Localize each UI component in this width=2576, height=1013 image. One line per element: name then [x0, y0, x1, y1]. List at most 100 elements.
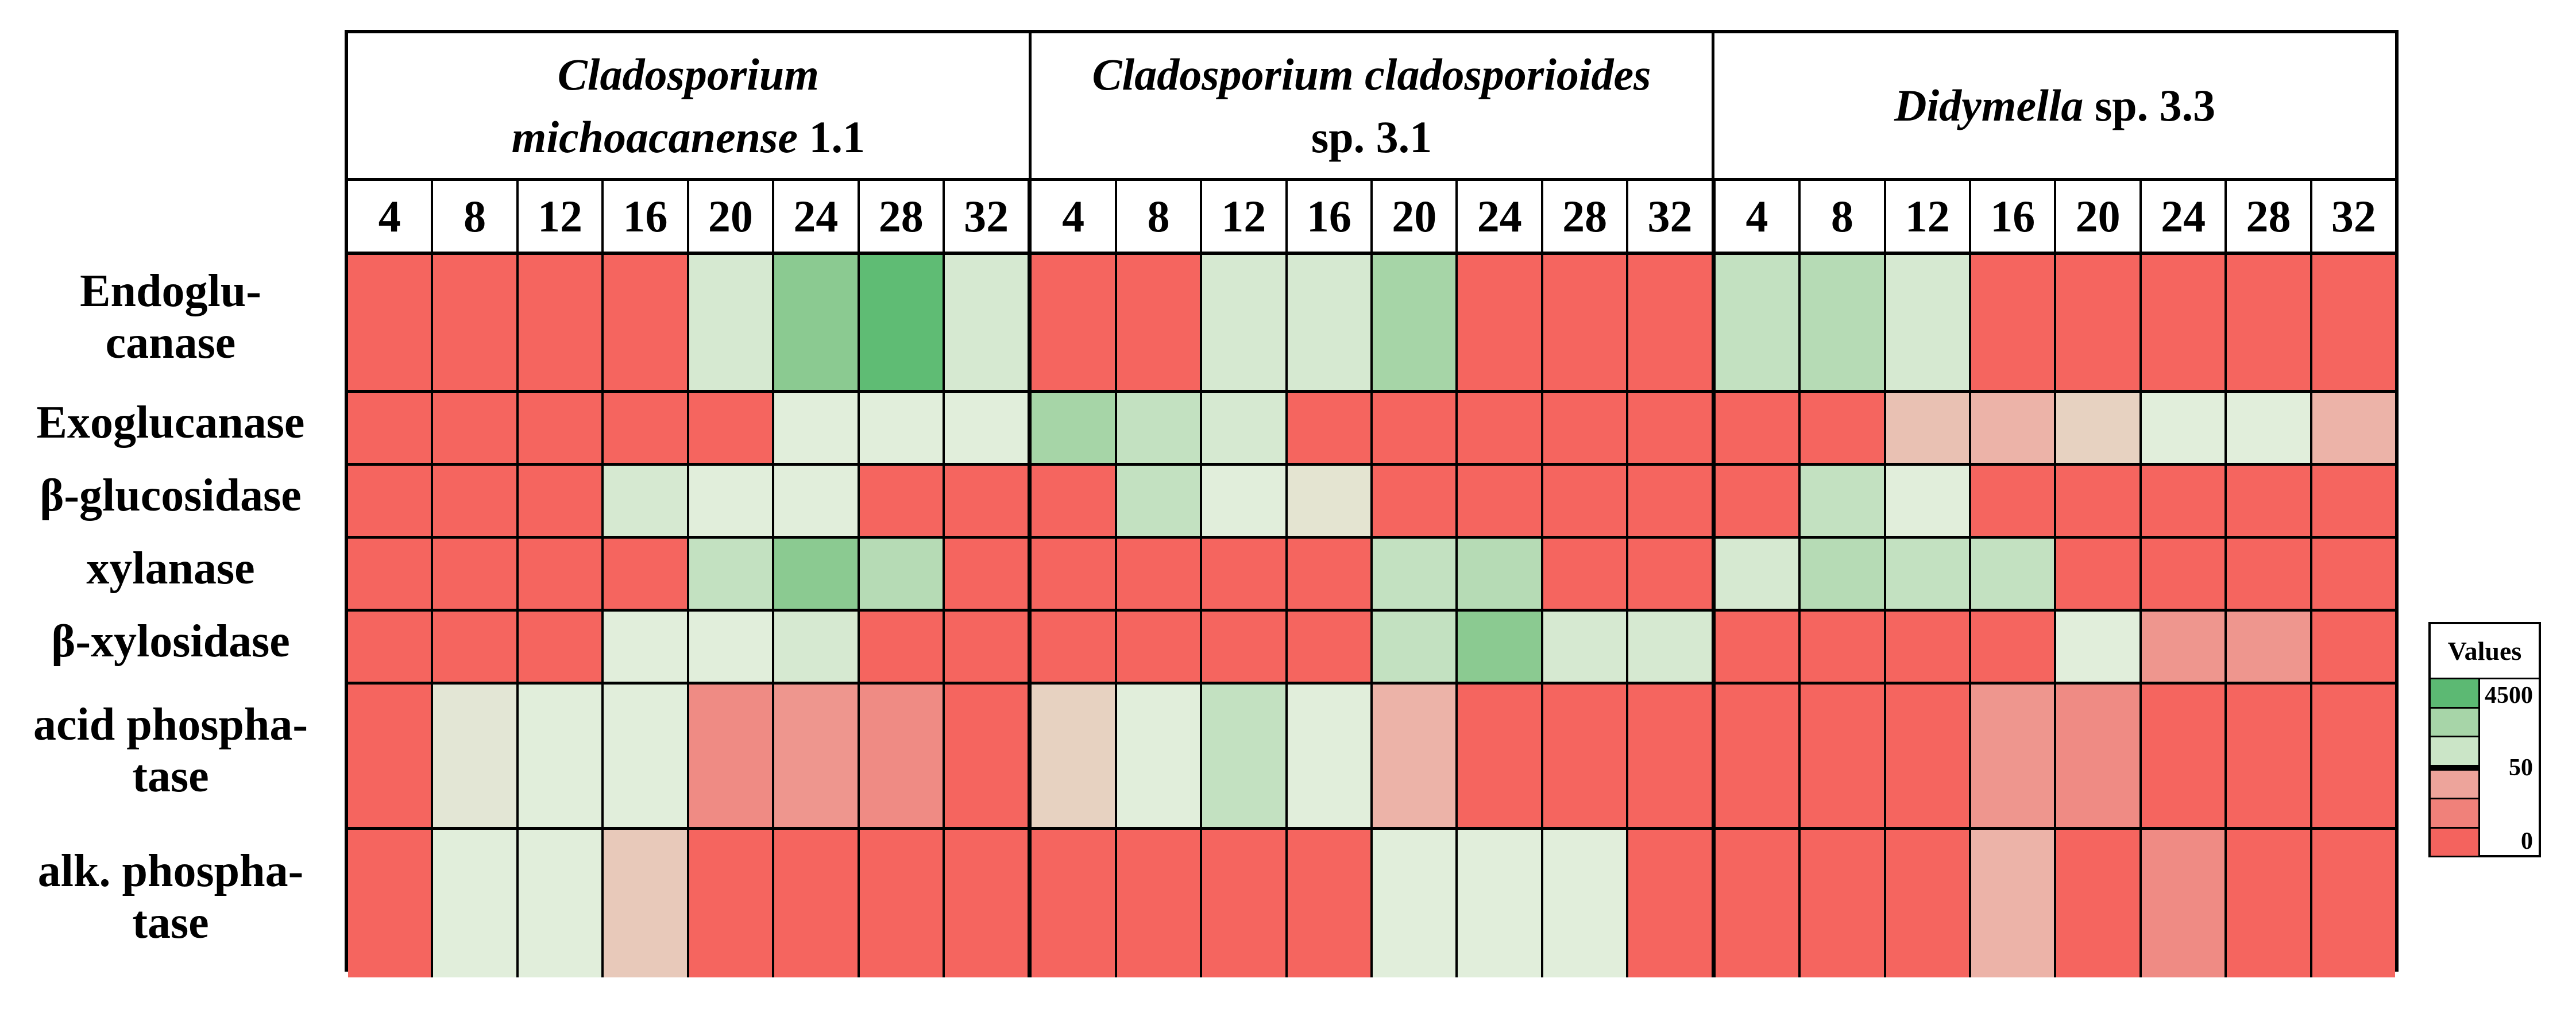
legend-tick-threshold: 50 [2509, 754, 2533, 782]
species-group-header: Didymella sp. 3.3 [1714, 33, 2395, 178]
heatmap-cell [519, 393, 604, 463]
heatmap-cell [604, 393, 689, 463]
timepoint-header: 28 [2227, 181, 2312, 252]
heatmap-cell [1117, 830, 1202, 977]
species-name-line: michoacanense 1.1 [512, 106, 865, 168]
heatmap-cell [1716, 255, 1801, 390]
heatmap-cell [1886, 612, 1971, 682]
species-header-row: Cladosporiummichoacanense 1.1Cladosporiu… [348, 33, 2395, 181]
heatmap-cell [1716, 393, 1801, 463]
heatmap-cell [2227, 612, 2312, 682]
heatmap-cell [1288, 539, 1373, 609]
timepoint-header: 24 [2142, 181, 2227, 252]
heatmap-cell [1543, 830, 1628, 977]
heatmap-cell [1202, 393, 1287, 463]
heatmap-cell [1543, 539, 1628, 609]
heatmap-cell [945, 830, 1032, 977]
heatmap-row [348, 612, 2395, 685]
timepoint-header: 8 [1801, 181, 1886, 252]
heatmap-cell [348, 685, 433, 827]
heatmap-cell [348, 612, 433, 682]
heatmap-cell [1543, 685, 1628, 827]
legend-title: Values [2431, 624, 2539, 679]
heatmap-cell [1801, 539, 1886, 609]
heatmap-cell [1716, 612, 1801, 682]
heatmap-cell [689, 685, 774, 827]
heatmap-cell [1288, 830, 1373, 977]
heatmap-cell [1886, 255, 1971, 390]
heatmap-cell [1032, 612, 1117, 682]
heatmap-cell [1458, 539, 1543, 609]
heatmap-cell [604, 685, 689, 827]
heatmap-cell [945, 466, 1032, 536]
heatmap-cell [604, 466, 689, 536]
heatmap-cell [2142, 685, 2227, 827]
heatmap-cell [604, 830, 689, 977]
timepoint-header: 28 [1543, 181, 1628, 252]
legend-swatch [2431, 829, 2478, 856]
timepoint-header: 4 [1716, 181, 1801, 252]
heatmap-cell [2312, 466, 2395, 536]
heatmap-cell [1458, 466, 1543, 536]
heatmap-cell [2142, 612, 2227, 682]
values-legend: Values 4500 50 0 [2428, 622, 2541, 857]
legend-swatch [2431, 771, 2478, 800]
heatmap-row [348, 539, 2395, 612]
heatmap-cell [860, 466, 945, 536]
heatmap-cell [945, 393, 1032, 463]
heatmap-cell [1458, 393, 1543, 463]
heatmap-cell [2056, 830, 2141, 977]
heatmap-cell [2142, 830, 2227, 977]
heatmap-cell [1716, 830, 1801, 977]
heatmap-cell [689, 255, 774, 390]
species-name-line: Cladosporium [558, 43, 819, 106]
species-group-header: Cladosporiummichoacanense 1.1 [348, 33, 1032, 178]
heatmap-cell [433, 255, 518, 390]
heatmap-cell [1032, 255, 1117, 390]
heatmap-cell [2312, 830, 2395, 977]
timepoint-header: 24 [1458, 181, 1543, 252]
timepoint-header: 20 [2056, 181, 2141, 252]
heatmap-cell [1801, 612, 1886, 682]
heatmap-grid [348, 255, 2395, 977]
heatmap-cell [1032, 685, 1117, 827]
heatmap-cell [433, 393, 518, 463]
legend-swatch [2431, 679, 2478, 709]
heatmap-cell [2227, 393, 2312, 463]
heatmap-cell [689, 612, 774, 682]
heatmap-cell [774, 539, 859, 609]
enzyme-row-label: Exoglucanase [5, 386, 337, 459]
timepoint-header: 24 [774, 181, 859, 252]
heatmap-table: Cladosporiummichoacanense 1.1Cladosporiu… [345, 30, 2399, 972]
heatmap-cell [1373, 685, 1458, 827]
heatmap-cell [2056, 612, 2141, 682]
heatmap-figure: Endoglu-canaseExoglucanaseβ-glucosidasex… [0, 0, 2576, 1013]
heatmap-cell [1543, 612, 1628, 682]
heatmap-cell [1886, 393, 1971, 463]
heatmap-cell [774, 466, 859, 536]
heatmap-cell [1373, 466, 1458, 536]
heatmap-cell [519, 685, 604, 827]
legend-swatch [2431, 737, 2478, 771]
heatmap-cell [2227, 830, 2312, 977]
species-name-line: sp. 3.1 [1311, 106, 1432, 168]
heatmap-cell [1202, 539, 1287, 609]
heatmap-cell [1886, 830, 1971, 977]
heatmap-cell [1373, 539, 1458, 609]
heatmap-cell [1117, 393, 1202, 463]
heatmap-cell [1801, 685, 1886, 827]
heatmap-row [348, 393, 2395, 466]
heatmap-cell [1117, 612, 1202, 682]
enzyme-row-label: acid phospha-tase [5, 678, 337, 823]
heatmap-cell [519, 466, 604, 536]
heatmap-cell [2312, 539, 2395, 609]
heatmap-cell [433, 539, 518, 609]
heatmap-cell [1202, 466, 1287, 536]
heatmap-cell [2312, 685, 2395, 827]
heatmap-cell [519, 612, 604, 682]
heatmap-cell [1458, 830, 1543, 977]
heatmap-cell [1971, 612, 2056, 682]
legend-swatch [2431, 799, 2478, 829]
heatmap-cell [348, 830, 433, 977]
timepoint-header: 32 [2312, 181, 2395, 252]
